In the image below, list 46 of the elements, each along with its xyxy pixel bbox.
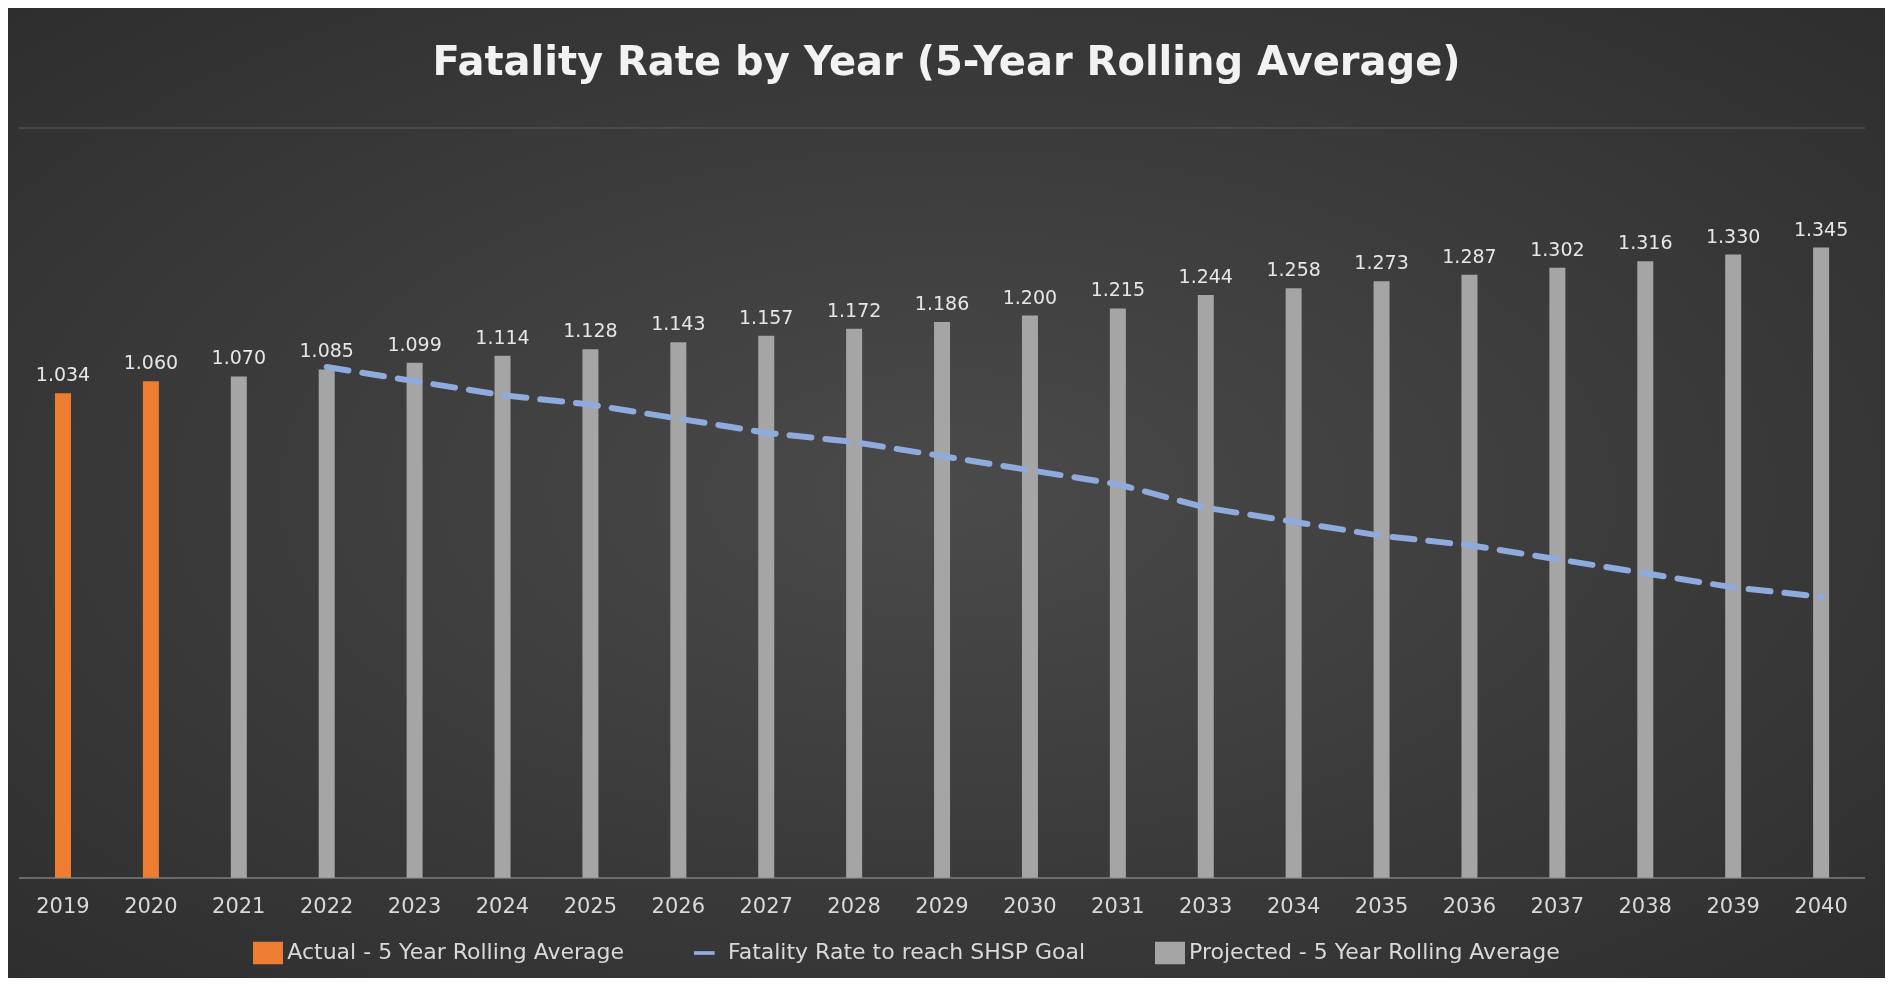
x-tick-label: 2021 xyxy=(212,893,266,918)
x-tick-label: 2020 xyxy=(124,893,178,918)
data-label: 1.070 xyxy=(211,346,267,369)
x-tick-label: 2035 xyxy=(1354,893,1409,918)
x-tick-label: 2033 xyxy=(1178,893,1233,918)
data-label: 1.200 xyxy=(1002,285,1058,308)
data-label: 1.316 xyxy=(1618,231,1673,254)
data-label: 1.186 xyxy=(914,292,970,315)
x-tick-label: 2025 xyxy=(563,893,618,918)
x-tick-label: 2019 xyxy=(36,893,90,918)
x-tick-label: 2036 xyxy=(1442,893,1497,918)
x-tick-label: 2023 xyxy=(387,893,442,918)
x-tick-label: 2024 xyxy=(475,893,530,918)
x-tick-label: 2022 xyxy=(299,893,354,918)
data-label: 1.143 xyxy=(651,312,706,335)
data-label: 1.345 xyxy=(1793,217,1849,240)
data-label: 1.099 xyxy=(387,332,442,355)
x-tick-label: 2027 xyxy=(739,893,793,918)
data-label: 1.215 xyxy=(1090,278,1146,301)
x-tick-label: 2040 xyxy=(1794,893,1848,918)
x-tick-label: 2039 xyxy=(1706,893,1760,918)
legend-label: Fatality Rate to reach SHSP Goal xyxy=(728,939,1086,964)
x-tick-label: 2031 xyxy=(1091,893,1145,918)
data-label: 1.287 xyxy=(1442,244,1497,267)
x-tick-label: 2037 xyxy=(1530,893,1585,918)
data-label: 1.273 xyxy=(1354,251,1409,274)
data-label: 1.258 xyxy=(1266,258,1321,281)
x-tick-label: 2034 xyxy=(1266,893,1321,918)
x-tick-label: 2029 xyxy=(915,893,969,918)
data-label: 1.085 xyxy=(299,339,354,362)
x-tick-label: 2038 xyxy=(1618,893,1672,918)
data-label: 1.128 xyxy=(563,319,618,342)
data-label: 1.330 xyxy=(1705,224,1761,247)
legend-label: Actual - 5 Year Rolling Average xyxy=(287,939,625,964)
x-tick-label: 2028 xyxy=(827,893,881,918)
legend-label: Projected - 5 Year Rolling Average xyxy=(1189,939,1560,964)
data-label: 1.114 xyxy=(475,325,530,348)
data-label: 1.157 xyxy=(739,305,794,328)
x-tick-label: 2030 xyxy=(1003,893,1057,918)
chart-title: Fatality Rate by Year (5-Year Rolling Average) xyxy=(431,37,1462,86)
data-label: 1.034 xyxy=(35,363,91,386)
data-label: 1.060 xyxy=(123,351,179,374)
data-label: 1.172 xyxy=(826,298,882,321)
data-label: 1.244 xyxy=(1178,264,1233,287)
data-label: 1.302 xyxy=(1530,237,1585,260)
x-tick-label: 2026 xyxy=(651,893,706,918)
